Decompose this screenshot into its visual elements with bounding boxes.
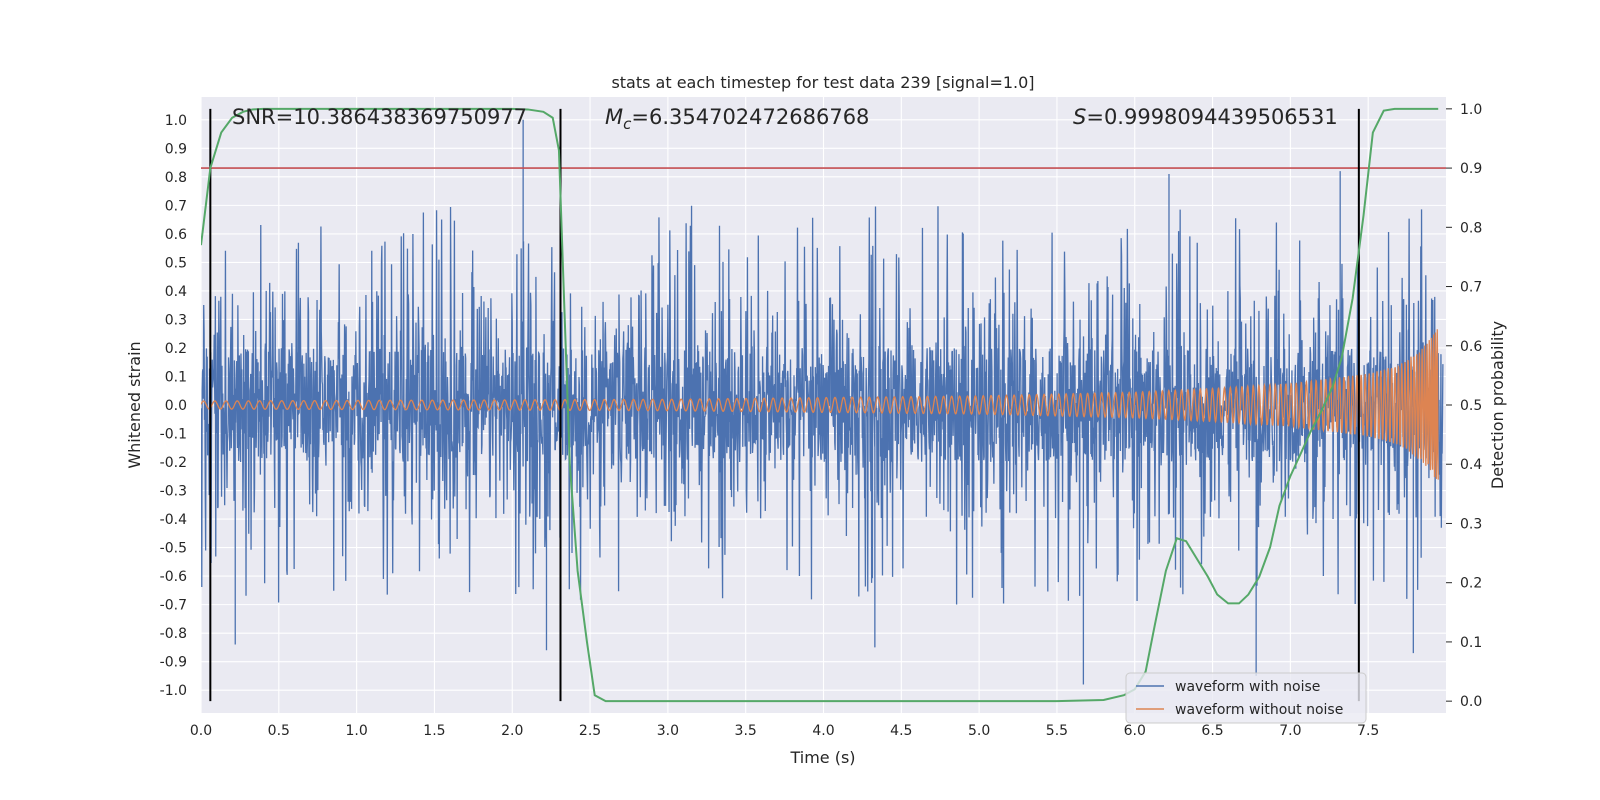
y2-tick-label: 0.8 xyxy=(1460,220,1482,236)
y2-tick-label: 0.4 xyxy=(1460,457,1482,473)
x-tick-label: 0.0 xyxy=(190,723,212,739)
y-tick-label: -0.2 xyxy=(160,455,187,471)
y-axis-label: Whitened strain xyxy=(125,341,144,468)
s-value: =0.9998094439506531 xyxy=(1086,105,1337,129)
x-tick-label: 1.5 xyxy=(423,723,445,739)
x-tick-label: 6.5 xyxy=(1201,723,1223,739)
y2-tick-label: 0.9 xyxy=(1460,161,1482,177)
y-tick-label: 0.4 xyxy=(165,284,187,300)
x-tick-label: 7.0 xyxy=(1279,723,1301,739)
y-tick-label: -0.8 xyxy=(160,626,187,642)
x-tick-label: 6.0 xyxy=(1124,723,1146,739)
y-tick-label: -0.4 xyxy=(160,512,187,528)
x-tick-label: 2.5 xyxy=(579,723,601,739)
y-tick-label: 0.1 xyxy=(165,369,187,385)
s-symbol: S xyxy=(1073,105,1086,129)
x-tick-label: 4.5 xyxy=(890,723,912,739)
series-waveform-with-noise xyxy=(201,119,1444,685)
chirp-mass-value: =6.354702472686768 xyxy=(631,105,869,129)
y2-tick-label: 0.0 xyxy=(1460,694,1482,710)
y-tick-label: -0.6 xyxy=(160,569,187,585)
x-tick-label: 5.5 xyxy=(1046,723,1068,739)
y-tick-label: -0.1 xyxy=(160,427,187,443)
x-tick-label: 1.0 xyxy=(345,723,367,739)
y-tick-label: -0.7 xyxy=(160,598,187,614)
y-tick-label: 0.8 xyxy=(165,170,187,186)
legend-box xyxy=(1125,672,1367,724)
y-tick-label: 0.6 xyxy=(165,227,187,243)
y2-tick-label: 0.5 xyxy=(1460,398,1482,414)
legend: waveform with noise waveform without noi… xyxy=(1125,672,1367,724)
x-axis-label: Time (s) xyxy=(789,748,855,767)
y-tick-label: 0.9 xyxy=(165,141,187,157)
snr-annotation: SNR=10.386438369750977 xyxy=(232,105,527,129)
y-tick-label: 0.0 xyxy=(165,398,187,414)
y2-tick-label: 0.2 xyxy=(1460,576,1482,592)
legend-label-noise: waveform with noise xyxy=(1175,679,1320,695)
x-tick-label: 7.5 xyxy=(1357,723,1379,739)
chart-title: stats at each timestep for test data 239… xyxy=(611,73,1034,92)
y2-axis-label: Detection probability xyxy=(1488,321,1507,489)
chirp-mass-subscript: c xyxy=(623,115,632,133)
y-tick-label: 0.7 xyxy=(165,198,187,214)
y2-tick-label: 0.6 xyxy=(1460,339,1482,355)
y-tick-label: -0.3 xyxy=(160,484,187,500)
axis-ticks: 0.0 0.5 1.0 1.5 2.0 2.5 3.0 3.5 4.0 4.5 5.0 5.5 6.0 6… xyxy=(160,102,1483,739)
chirp-mass-annotation: Mc=6.354702472686768 xyxy=(605,105,869,133)
y2-tick-label: 0.7 xyxy=(1460,280,1482,296)
y2-tick-label: 1.0 xyxy=(1460,102,1482,118)
clean-waveform-line xyxy=(201,329,1439,480)
y2-tick-label: 0.1 xyxy=(1460,635,1482,651)
y-tick-label: -0.5 xyxy=(160,541,187,557)
x-tick-label: 0.5 xyxy=(268,723,290,739)
series-waveform-without-noise xyxy=(201,329,1439,480)
x-tick-label: 5.0 xyxy=(968,723,990,739)
legend-label-clean: waveform without noise xyxy=(1175,702,1343,718)
y-tick-label: -1.0 xyxy=(160,683,187,699)
y-tick-label: 0.5 xyxy=(165,255,187,271)
s-annotation: S=0.9998094439506531 xyxy=(1073,105,1338,129)
y-tick-label: 1.0 xyxy=(165,113,187,129)
x-tick-label: 3.0 xyxy=(657,723,679,739)
x-tick-label: 4.0 xyxy=(812,723,834,739)
y-tick-label: 0.3 xyxy=(165,312,187,328)
y2-tick-label: 0.3 xyxy=(1460,516,1482,532)
noise-waveform-line xyxy=(201,119,1444,685)
chirp-mass-symbol: M xyxy=(605,105,623,129)
y-tick-label: -0.9 xyxy=(160,655,187,671)
x-tick-label: 3.5 xyxy=(735,723,757,739)
y-tick-label: 0.2 xyxy=(165,341,187,357)
x-tick-label: 2.0 xyxy=(501,723,523,739)
